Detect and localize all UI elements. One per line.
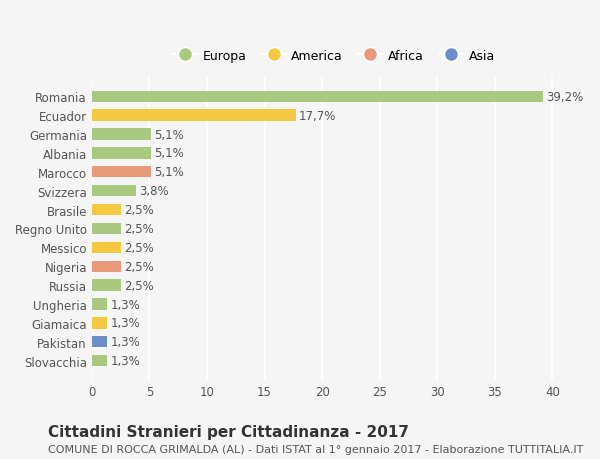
Bar — [92, 224, 121, 235]
Bar — [92, 242, 121, 253]
Bar — [92, 185, 136, 197]
Text: 5,1%: 5,1% — [154, 128, 184, 141]
Bar — [92, 299, 107, 310]
Bar — [92, 280, 121, 291]
Text: 5,1%: 5,1% — [154, 166, 184, 179]
Text: 2,5%: 2,5% — [124, 260, 154, 273]
Bar — [92, 204, 121, 216]
Bar — [92, 129, 151, 140]
Legend: Europa, America, Africa, Asia: Europa, America, Africa, Asia — [167, 45, 500, 67]
Text: 2,5%: 2,5% — [124, 241, 154, 254]
Text: 39,2%: 39,2% — [547, 90, 584, 104]
Bar — [92, 167, 151, 178]
Text: 3,8%: 3,8% — [139, 185, 169, 198]
Text: 2,5%: 2,5% — [124, 223, 154, 235]
Text: 2,5%: 2,5% — [124, 204, 154, 217]
Bar — [92, 336, 107, 348]
Text: 2,5%: 2,5% — [124, 279, 154, 292]
Bar — [92, 355, 107, 367]
Text: 1,3%: 1,3% — [110, 354, 140, 367]
Bar — [92, 110, 296, 122]
Text: Cittadini Stranieri per Cittadinanza - 2017: Cittadini Stranieri per Cittadinanza - 2… — [48, 425, 409, 440]
Text: 1,3%: 1,3% — [110, 298, 140, 311]
Bar — [92, 261, 121, 272]
Text: 1,3%: 1,3% — [110, 336, 140, 348]
Text: 5,1%: 5,1% — [154, 147, 184, 160]
Bar — [92, 91, 543, 103]
Text: COMUNE DI ROCCA GRIMALDA (AL) - Dati ISTAT al 1° gennaio 2017 - Elaborazione TUT: COMUNE DI ROCCA GRIMALDA (AL) - Dati IST… — [48, 444, 583, 454]
Text: 1,3%: 1,3% — [110, 317, 140, 330]
Bar — [92, 148, 151, 159]
Bar — [92, 318, 107, 329]
Text: 17,7%: 17,7% — [299, 109, 337, 123]
